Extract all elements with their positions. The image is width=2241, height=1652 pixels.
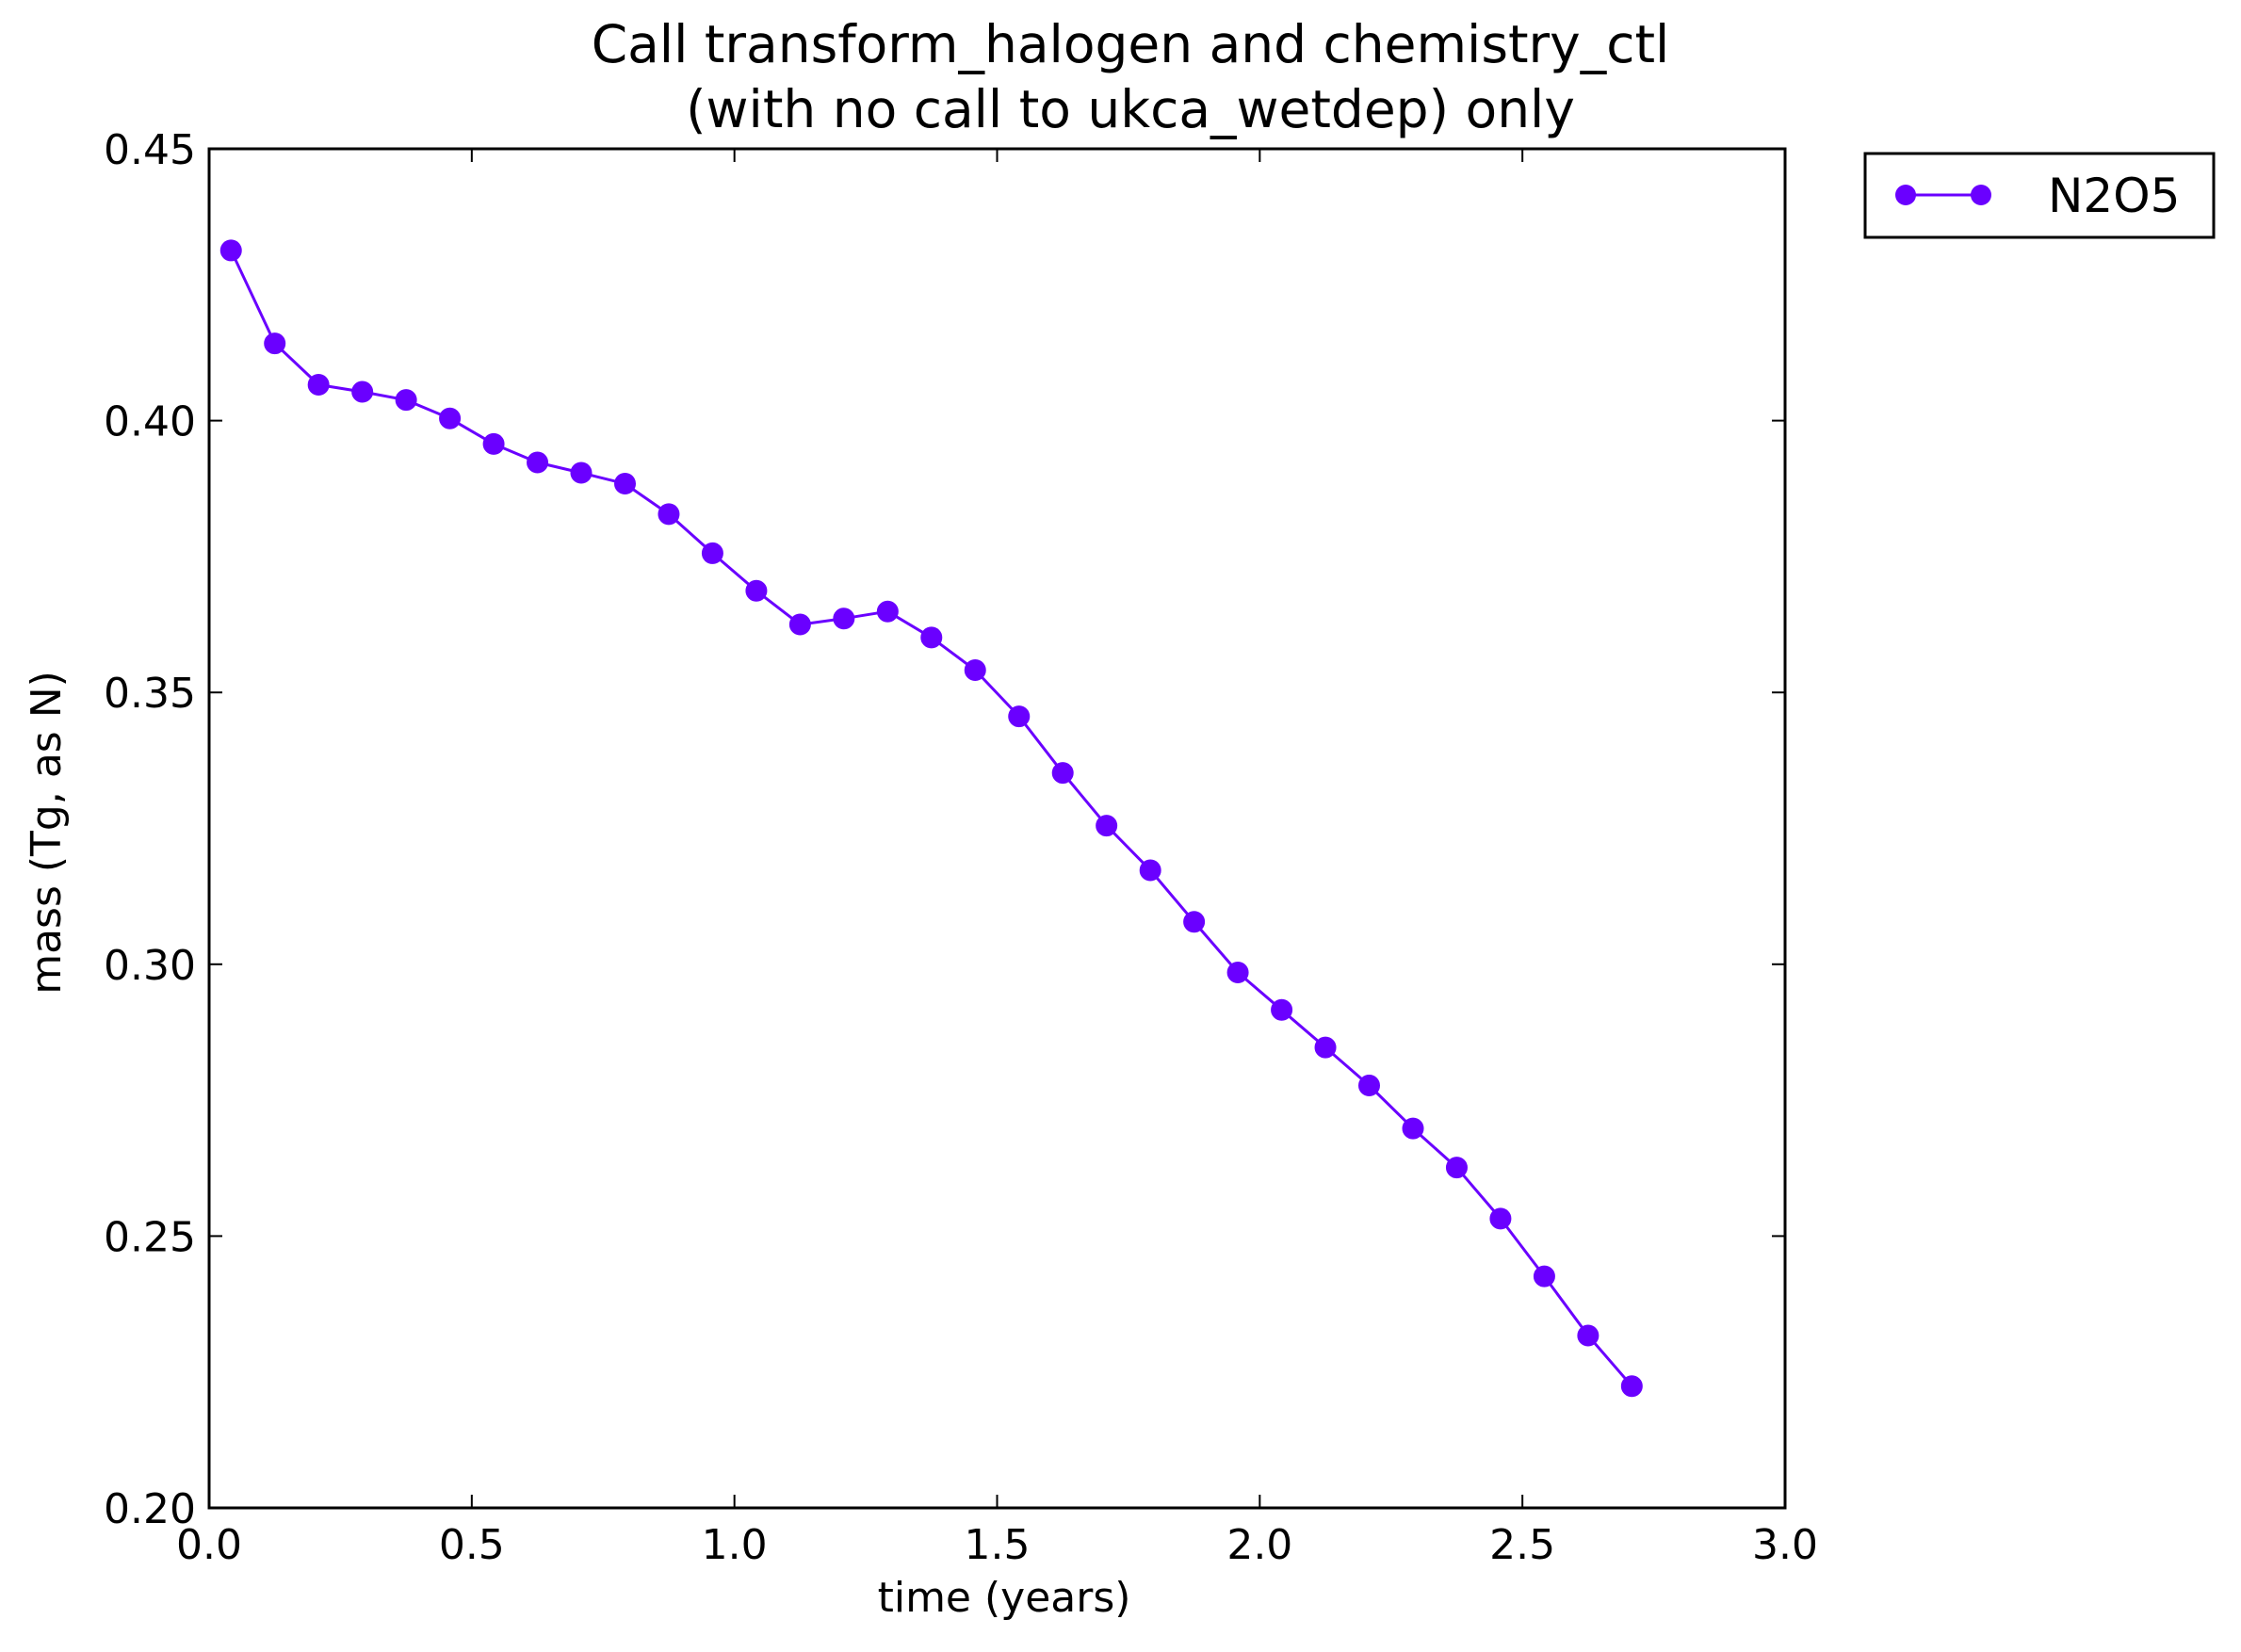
data-point — [1271, 998, 1293, 1021]
legend-marker — [1971, 185, 1991, 205]
y-tick-label: 0.45 — [104, 126, 196, 174]
x-tick-label: 2.5 — [1489, 1521, 1555, 1569]
data-point — [482, 432, 505, 455]
axis-ticks: 0.0 0.5 1.0 1.5 2.0 2.5 3.0 0.20 0.25 0.30 0.35 0.4… — [104, 126, 1818, 1569]
x-tick-label: 1.0 — [702, 1521, 768, 1569]
x-tick-label: 1.5 — [965, 1521, 1031, 1569]
x-tick-label: 0.0 — [176, 1521, 242, 1569]
data-point — [219, 239, 242, 262]
legend-marker — [1895, 185, 1916, 205]
y-tick-label: 0.20 — [104, 1485, 196, 1533]
data-point — [1489, 1207, 1512, 1230]
y-tick-label: 0.40 — [104, 398, 196, 446]
data-point — [920, 626, 943, 649]
plot-area — [207, 147, 1787, 1510]
data-point — [788, 613, 811, 636]
data-point — [964, 659, 986, 682]
plot-frame — [207, 147, 1787, 1510]
data-point — [570, 462, 593, 484]
data-point — [1096, 815, 1118, 837]
data-point — [351, 381, 374, 403]
data-point — [395, 389, 417, 412]
data-point — [1314, 1036, 1337, 1059]
chart-title-line-1: Call transform_halogen and chemistry_ctl — [592, 14, 1670, 74]
data-point — [658, 503, 680, 526]
x-axis-label: time (years) — [878, 1574, 1131, 1622]
chart-title-line-2: (with no call to ukca_wetdep) only — [686, 79, 1575, 139]
data-point — [527, 451, 549, 474]
data-point — [1226, 961, 1249, 983]
data-point — [701, 542, 723, 564]
y-tick-label: 0.35 — [104, 670, 196, 718]
series-group — [219, 239, 1643, 1398]
data-point — [745, 579, 768, 602]
y-axis-label: mass (Tg, as N) — [23, 671, 71, 995]
data-point — [833, 607, 855, 630]
data-point — [876, 600, 899, 623]
data-point — [1402, 1117, 1424, 1140]
data-point — [264, 332, 286, 355]
data-point — [1183, 911, 1206, 933]
data-point — [614, 473, 637, 495]
data-point — [1051, 762, 1074, 785]
data-point — [1533, 1265, 1555, 1288]
x-tick-label: 3.0 — [1752, 1521, 1818, 1569]
x-tick-label: 0.5 — [439, 1521, 505, 1569]
y-tick-label: 0.30 — [104, 942, 196, 990]
data-point — [1357, 1075, 1380, 1097]
data-point — [1139, 859, 1161, 882]
x-tick-label: 2.0 — [1226, 1521, 1292, 1569]
data-point — [1620, 1375, 1643, 1398]
legend-label: N2O5 — [2048, 169, 2180, 223]
data-point — [1008, 705, 1031, 728]
data-point — [439, 407, 462, 429]
data-point — [1445, 1157, 1468, 1179]
data-point — [1577, 1324, 1600, 1347]
legend: N2O5 — [1863, 152, 2216, 239]
data-point — [307, 374, 330, 397]
y-tick-label: 0.25 — [104, 1213, 196, 1261]
